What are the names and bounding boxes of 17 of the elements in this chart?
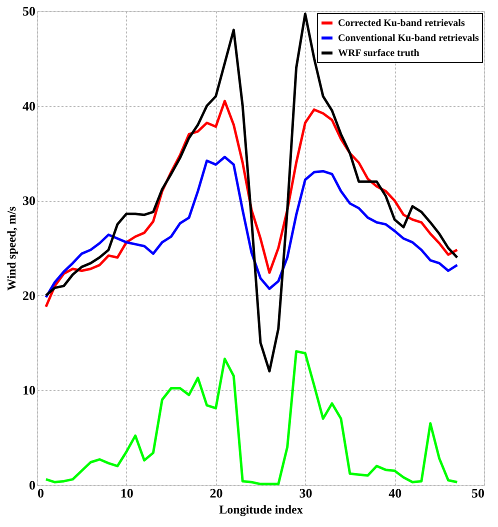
y-tick-label: 30 — [22, 193, 36, 208]
x-tick-label: 30 — [299, 486, 312, 500]
line-series — [44, 350, 458, 486]
legend-label: Corrected Ku-band retrievals — [338, 18, 465, 29]
line-series — [44, 156, 458, 299]
legend-label: WRF surface truth — [338, 48, 420, 59]
x-tick-label: 50 — [472, 486, 484, 500]
x-axis-title: Longitude index — [219, 502, 303, 516]
y-tick-label: 10 — [22, 382, 36, 398]
y-tick-label: 20 — [22, 288, 36, 303]
y-axis-title: Wind speed, m/s — [4, 206, 18, 291]
y-tick-label: 40 — [22, 98, 36, 114]
x-tick-label: 40 — [388, 486, 402, 500]
y-tick-label: 50 — [22, 4, 36, 18]
legend-label: Conventional Ku-band retrievals — [338, 33, 480, 44]
x-tick-label: 10 — [120, 486, 134, 500]
x-tick-label: 20 — [210, 486, 223, 500]
